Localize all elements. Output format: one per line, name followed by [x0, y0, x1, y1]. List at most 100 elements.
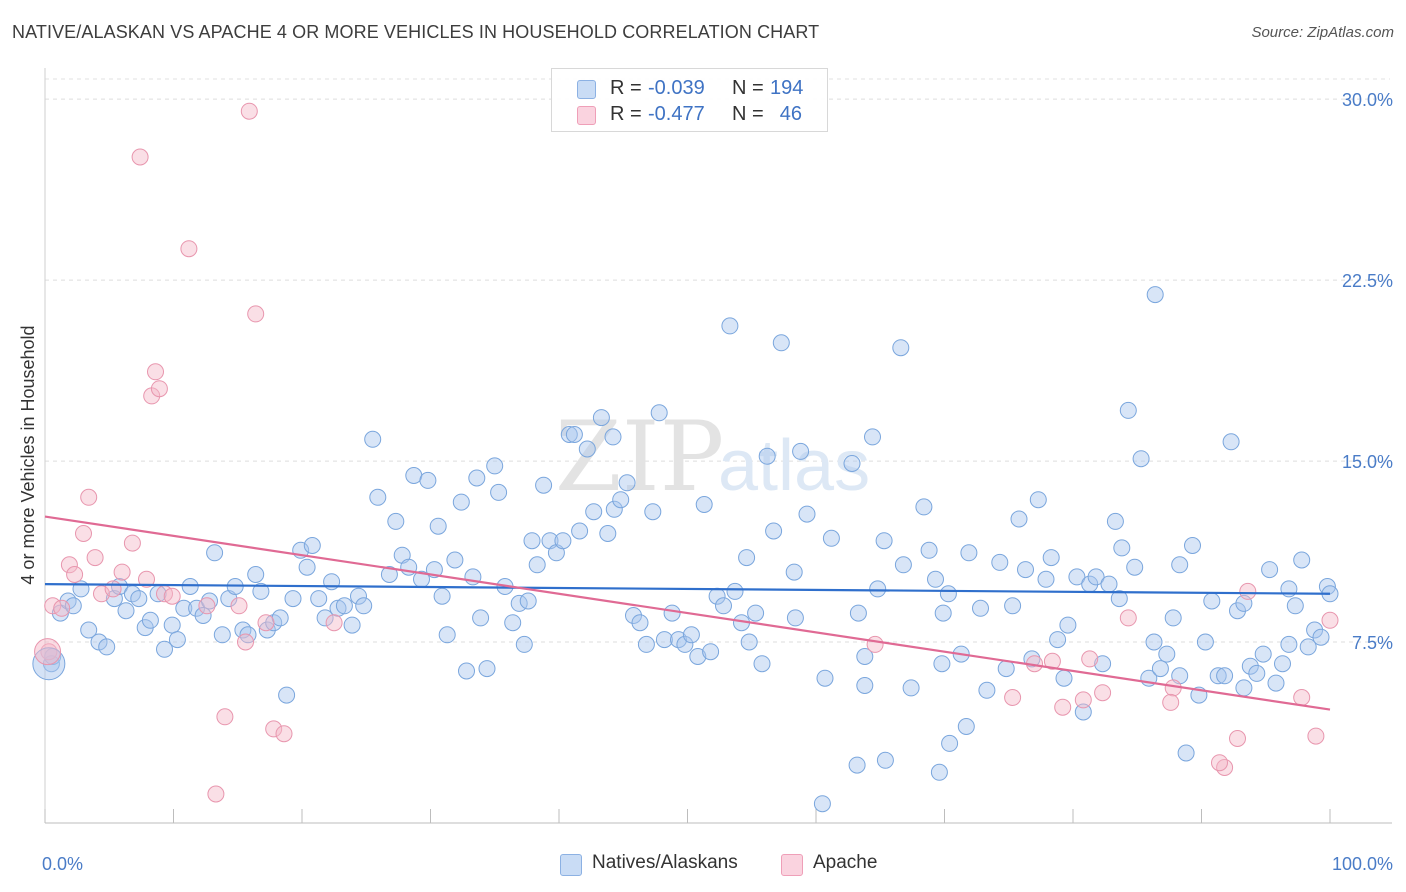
natives-point [747, 604, 765, 622]
natives-point [258, 621, 276, 639]
natives-point [758, 447, 776, 465]
natives-point [997, 660, 1015, 678]
natives-point [350, 587, 367, 605]
apache-point [66, 566, 84, 583]
natives-point [991, 553, 1009, 571]
stats-row-natives: R = -0.039 N = 194 [552, 76, 827, 102]
natives-point [726, 582, 744, 600]
legend-swatch-natives [560, 854, 582, 876]
natives-point [1110, 590, 1128, 608]
natives-point [915, 498, 933, 516]
natives-point [364, 430, 382, 448]
natives-point [856, 677, 874, 694]
natives-point [933, 655, 951, 673]
natives-point [843, 455, 861, 472]
natives-point [798, 505, 816, 523]
apache-point [86, 549, 104, 567]
watermark-zip: ZIP [555, 401, 724, 513]
natives-point [1229, 602, 1246, 620]
natives-point [1261, 561, 1279, 579]
natives-point [1177, 744, 1195, 762]
natives-point [816, 669, 834, 687]
natives-point [1293, 551, 1311, 569]
natives-point [1196, 633, 1214, 651]
natives-point [939, 585, 957, 603]
natives-point [565, 426, 583, 443]
natives-point [1209, 667, 1227, 685]
apache-point [866, 635, 884, 653]
natives-point [252, 582, 270, 600]
natives-point [715, 597, 732, 615]
natives-point [343, 616, 361, 634]
natives-point [1171, 556, 1189, 574]
x-tick-label: 100.0% [1332, 854, 1393, 874]
natives-point [864, 428, 881, 446]
legend-swatch-apache [781, 854, 803, 876]
stats-n-label: N = [732, 77, 764, 99]
natives-point [721, 317, 739, 335]
natives-point [695, 496, 713, 513]
natives-point [156, 640, 173, 658]
apache-point [163, 587, 181, 605]
natives-point [1216, 667, 1234, 685]
natives-point [960, 544, 978, 562]
natives-point [181, 578, 199, 595]
natives-point [1280, 635, 1298, 653]
natives-point [920, 541, 938, 559]
natives-point [554, 532, 572, 550]
natives-point [1087, 568, 1105, 586]
apache-point [207, 785, 225, 803]
natives-point [1068, 568, 1086, 586]
natives-point [316, 609, 334, 627]
apache-point [1211, 754, 1228, 772]
natives-point [1074, 703, 1092, 721]
natives-point [1042, 549, 1060, 567]
natives-point [1132, 450, 1150, 468]
natives-point [560, 426, 578, 443]
natives-point [1094, 655, 1112, 673]
apache-trend-line [44, 515, 1331, 711]
natives-point [972, 599, 989, 617]
natives-point [822, 529, 840, 547]
natives-point [1029, 491, 1047, 509]
natives-point [188, 599, 206, 617]
stats-box: R = -0.039 N = 194 R = -0.477 N = 46 [551, 68, 828, 132]
natives-point [478, 660, 496, 678]
apache-point [1239, 582, 1257, 600]
natives-point [978, 681, 996, 699]
stats-r-label: R = [610, 77, 642, 99]
natives-point [486, 457, 504, 475]
natives-point [1145, 633, 1163, 651]
natives-point [168, 631, 186, 649]
natives-point [738, 549, 756, 567]
stats-r-label: R = [610, 103, 642, 125]
natives-point [1203, 592, 1221, 610]
natives-point [310, 590, 328, 608]
natives-point [612, 491, 630, 509]
apache-point [1004, 689, 1022, 706]
natives-point [1055, 669, 1073, 687]
x-tick-label: 0.0% [42, 854, 83, 874]
apache-point [60, 556, 78, 574]
natives-point [902, 679, 920, 697]
natives-point [1004, 597, 1022, 615]
natives-point [213, 626, 231, 644]
natives-point [468, 469, 486, 487]
apache-point [75, 525, 92, 542]
natives-point [535, 476, 553, 494]
natives-point [1100, 575, 1118, 593]
natives-point [355, 597, 373, 615]
natives-point [848, 756, 866, 774]
natives-point [278, 686, 296, 704]
natives-point [585, 503, 603, 521]
axis-labels: 4 or more Vehicles in Household 7.5% 15.0… [18, 90, 1393, 874]
natives-point [785, 563, 803, 581]
natives-point [1119, 401, 1137, 419]
natives-point [1235, 679, 1253, 697]
natives-point [163, 616, 181, 634]
apache-point [1162, 693, 1180, 711]
natives-point [175, 599, 193, 617]
natives-point [753, 655, 771, 673]
natives-point [676, 635, 694, 653]
